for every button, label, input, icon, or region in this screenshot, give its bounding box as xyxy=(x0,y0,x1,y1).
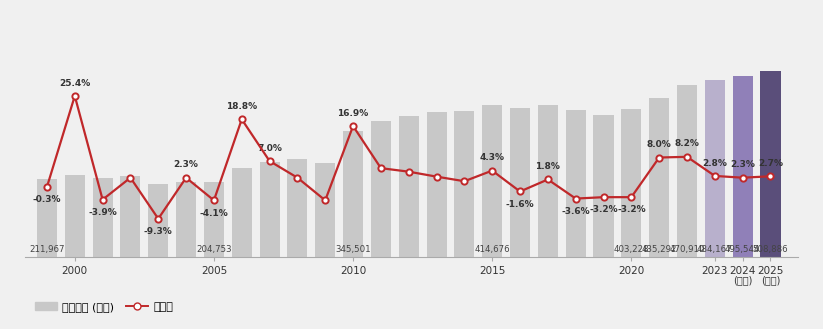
Legend: 시장규모 (억원), 성장률: 시장규모 (억원), 성장률 xyxy=(30,298,178,316)
Text: -3.2%: -3.2% xyxy=(617,206,646,215)
Bar xyxy=(287,159,308,257)
Bar xyxy=(371,121,391,257)
Bar xyxy=(593,115,613,257)
Text: 508,886: 508,886 xyxy=(753,245,788,254)
Bar xyxy=(176,182,196,257)
Bar xyxy=(426,112,447,257)
Text: 1.8%: 1.8% xyxy=(536,162,560,171)
Text: 2.7%: 2.7% xyxy=(758,159,783,168)
Text: 8.0%: 8.0% xyxy=(647,140,672,149)
Bar xyxy=(454,111,474,257)
Text: -1.6%: -1.6% xyxy=(505,200,534,209)
Bar xyxy=(120,176,141,257)
Text: 204,753: 204,753 xyxy=(196,245,232,254)
Bar xyxy=(65,175,85,257)
Text: -3.6%: -3.6% xyxy=(561,207,590,216)
Text: (전망): (전망) xyxy=(733,276,752,286)
Bar xyxy=(538,105,558,257)
Text: -9.3%: -9.3% xyxy=(144,227,173,236)
Bar xyxy=(148,184,168,257)
Text: 403,228: 403,228 xyxy=(613,245,649,254)
Text: 470,910: 470,910 xyxy=(669,245,704,254)
Text: 16.9%: 16.9% xyxy=(337,109,369,118)
Text: 18.8%: 18.8% xyxy=(226,102,258,111)
Text: 495,544: 495,544 xyxy=(725,245,760,254)
Bar xyxy=(37,179,57,257)
Bar xyxy=(343,131,363,257)
Bar xyxy=(760,71,780,257)
Text: 2.3%: 2.3% xyxy=(174,160,198,169)
Text: -3.2%: -3.2% xyxy=(589,206,618,215)
Bar xyxy=(677,85,697,257)
Text: 211,967: 211,967 xyxy=(29,245,65,254)
Text: (예측): (예측) xyxy=(760,276,780,286)
Bar xyxy=(649,98,669,257)
Bar xyxy=(204,182,224,257)
Bar xyxy=(93,178,113,257)
Bar xyxy=(565,111,586,257)
Bar xyxy=(704,80,725,257)
Bar xyxy=(398,116,419,257)
Bar xyxy=(482,105,502,257)
Text: 345,501: 345,501 xyxy=(335,245,371,254)
Text: -0.3%: -0.3% xyxy=(33,195,61,204)
Bar xyxy=(621,110,641,257)
Text: -3.9%: -3.9% xyxy=(88,208,117,217)
Bar xyxy=(732,76,753,257)
Text: 435,292: 435,292 xyxy=(641,245,677,254)
Bar xyxy=(259,162,280,257)
Text: 25.4%: 25.4% xyxy=(59,79,91,88)
Text: 484,167: 484,167 xyxy=(697,245,732,254)
Bar xyxy=(510,108,530,257)
Text: 7.0%: 7.0% xyxy=(257,144,282,153)
Text: 414,676: 414,676 xyxy=(474,245,510,254)
Bar xyxy=(315,163,335,257)
Text: 2.3%: 2.3% xyxy=(730,160,755,169)
Bar xyxy=(232,168,252,257)
Text: 8.2%: 8.2% xyxy=(675,139,700,148)
Text: -4.1%: -4.1% xyxy=(199,209,228,218)
Text: 2.8%: 2.8% xyxy=(702,159,728,167)
Text: 4.3%: 4.3% xyxy=(480,153,504,162)
